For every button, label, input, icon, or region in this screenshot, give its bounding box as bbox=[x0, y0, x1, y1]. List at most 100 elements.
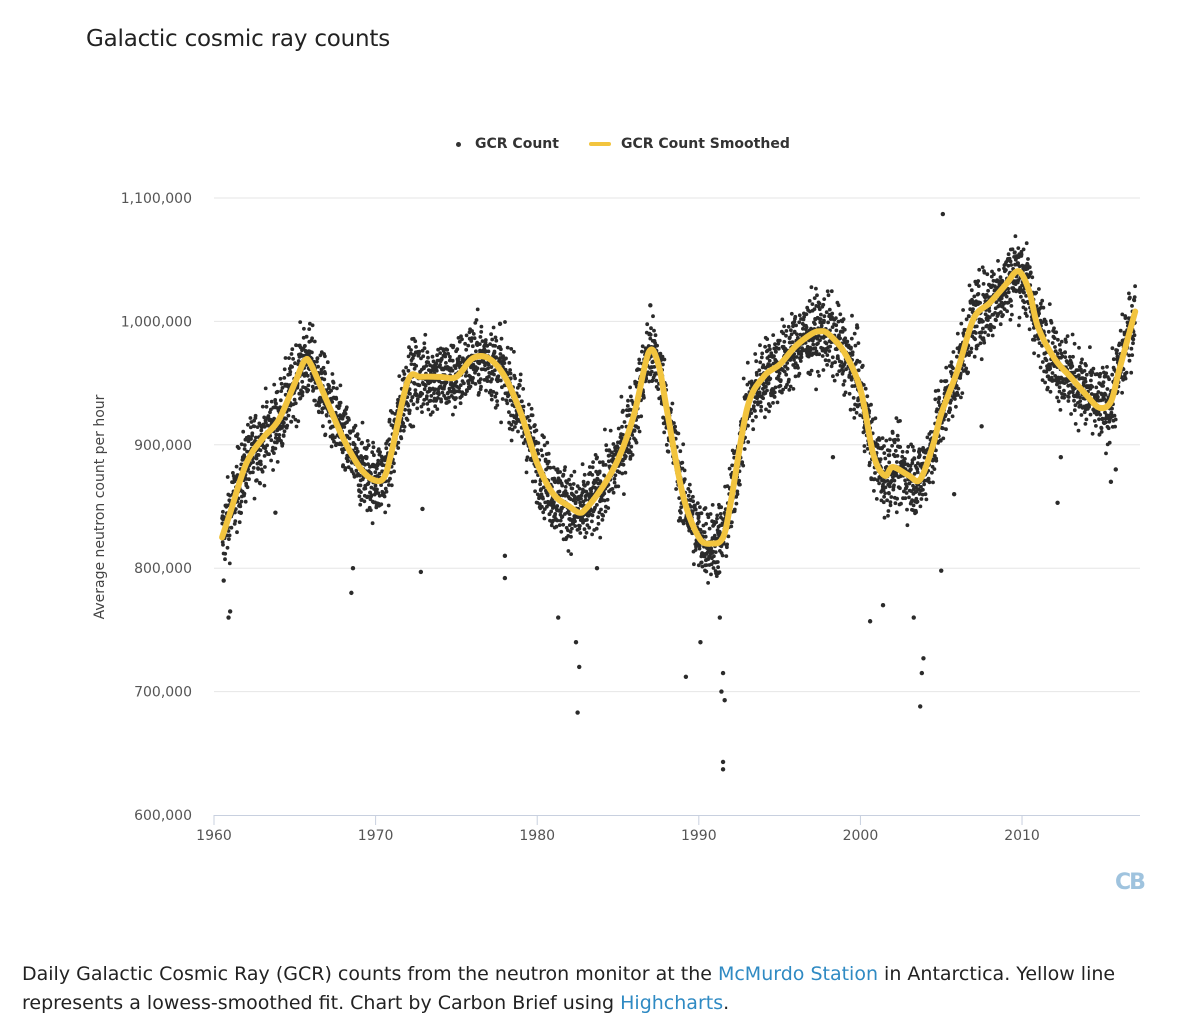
scatter-point bbox=[1062, 392, 1067, 397]
scatter-point bbox=[281, 434, 286, 438]
scatter-point bbox=[778, 383, 783, 388]
scatter-point bbox=[894, 510, 899, 515]
scatter-point bbox=[607, 453, 612, 458]
scatter-point bbox=[1084, 417, 1089, 422]
scatter-point bbox=[329, 444, 334, 449]
scatter-point bbox=[780, 317, 785, 322]
scatter-point bbox=[1017, 315, 1022, 320]
scatter-point bbox=[725, 542, 729, 547]
scatter-point bbox=[612, 480, 617, 485]
scatter-point bbox=[946, 418, 951, 422]
scatter-point bbox=[718, 512, 723, 516]
scatter-point bbox=[438, 351, 443, 355]
scatter-point bbox=[829, 289, 834, 294]
scatter-point bbox=[439, 380, 444, 385]
scatter-point bbox=[445, 348, 450, 352]
gcr-count-smoothed-line[interactable] bbox=[219, 268, 1139, 547]
scatter-point bbox=[887, 484, 892, 489]
scatter-point bbox=[469, 339, 474, 343]
scatter-point bbox=[555, 467, 560, 472]
scatter-point bbox=[1127, 291, 1131, 296]
scatter-point bbox=[606, 506, 611, 510]
scatter-point bbox=[698, 527, 703, 532]
scatter-point bbox=[1059, 339, 1064, 344]
scatter-point bbox=[880, 436, 885, 440]
scatter-point bbox=[785, 366, 790, 371]
legend-item-gcr-count-smoothed[interactable]: GCR Count Smoothed bbox=[588, 136, 790, 152]
scatter-point bbox=[492, 372, 496, 377]
scatter-point bbox=[936, 388, 941, 393]
scatter-point bbox=[288, 369, 293, 374]
scatter-point bbox=[717, 615, 723, 620]
scatter-point bbox=[738, 482, 742, 487]
scatter-point bbox=[825, 289, 830, 294]
scatter-point bbox=[377, 471, 382, 476]
scatter-point bbox=[417, 383, 422, 388]
scatter-point bbox=[527, 418, 532, 423]
scatter-point bbox=[792, 329, 797, 334]
scatter-point bbox=[1063, 355, 1068, 359]
scatter-point bbox=[406, 354, 411, 359]
scatter-point bbox=[1129, 370, 1134, 375]
scatter-point bbox=[490, 377, 494, 381]
highcharts-link[interactable]: Highcharts bbox=[620, 992, 724, 1014]
scatter-point bbox=[411, 402, 416, 407]
scatter-point bbox=[282, 367, 287, 372]
scatter-point bbox=[583, 535, 587, 540]
scatter-point bbox=[1084, 363, 1088, 368]
scatter-point bbox=[558, 470, 562, 474]
scatter-point bbox=[698, 505, 702, 510]
scatter-point bbox=[483, 361, 488, 366]
scatter-point bbox=[788, 358, 793, 362]
scatter-point bbox=[961, 308, 965, 312]
scatter-point bbox=[714, 520, 719, 525]
scatter-point bbox=[726, 534, 731, 539]
scatter-point bbox=[797, 313, 802, 318]
scatter-point bbox=[265, 443, 269, 448]
scatter-point bbox=[363, 486, 368, 491]
scatter-point bbox=[798, 359, 803, 363]
scatter-point bbox=[227, 533, 232, 538]
scatter-point bbox=[551, 506, 555, 510]
scatter-point bbox=[289, 352, 294, 356]
scatter-point bbox=[1083, 422, 1088, 426]
scatter-point bbox=[720, 759, 726, 765]
scatter-point bbox=[420, 391, 425, 396]
scatter-point bbox=[890, 431, 895, 435]
scatter-point bbox=[815, 293, 819, 298]
scatter-point bbox=[981, 319, 985, 324]
scatter-point bbox=[730, 520, 734, 525]
scatter-point bbox=[628, 385, 632, 390]
scatter-point bbox=[569, 552, 573, 556]
scatter-point bbox=[986, 318, 990, 322]
scatter-point bbox=[603, 509, 608, 514]
scatter-point bbox=[810, 302, 815, 306]
scatter-point bbox=[568, 482, 573, 487]
scatter-point bbox=[794, 355, 799, 359]
scatter-point bbox=[1072, 408, 1077, 413]
scatter-point bbox=[999, 310, 1003, 314]
scatter-point bbox=[593, 505, 597, 510]
mcmurdo-station-link[interactable]: McMurdo Station bbox=[717, 963, 878, 985]
scatter-point bbox=[433, 387, 438, 392]
scatter-point bbox=[1129, 346, 1134, 351]
carbon-brief-logo: CB bbox=[1115, 870, 1146, 895]
scatter-point bbox=[817, 373, 821, 378]
scatter-point bbox=[293, 361, 297, 366]
scatter-point bbox=[239, 499, 244, 504]
scatter-point bbox=[692, 562, 696, 567]
scatter-point bbox=[610, 487, 615, 491]
scatter-point bbox=[920, 492, 925, 497]
scatter-point bbox=[594, 526, 599, 531]
scatter-point bbox=[967, 353, 971, 357]
scatter-point bbox=[1016, 246, 1021, 251]
legend-item-gcr-count[interactable]: GCR Count bbox=[456, 136, 559, 152]
y-tick-label: 1,000,000 bbox=[121, 314, 192, 330]
scatter-point bbox=[827, 358, 831, 363]
scatter-point bbox=[260, 469, 265, 474]
scatter-point bbox=[251, 470, 255, 475]
scatter-point bbox=[999, 296, 1004, 301]
scatter-point bbox=[782, 339, 787, 344]
scatter-point bbox=[623, 470, 628, 475]
scatter-point bbox=[742, 447, 747, 451]
